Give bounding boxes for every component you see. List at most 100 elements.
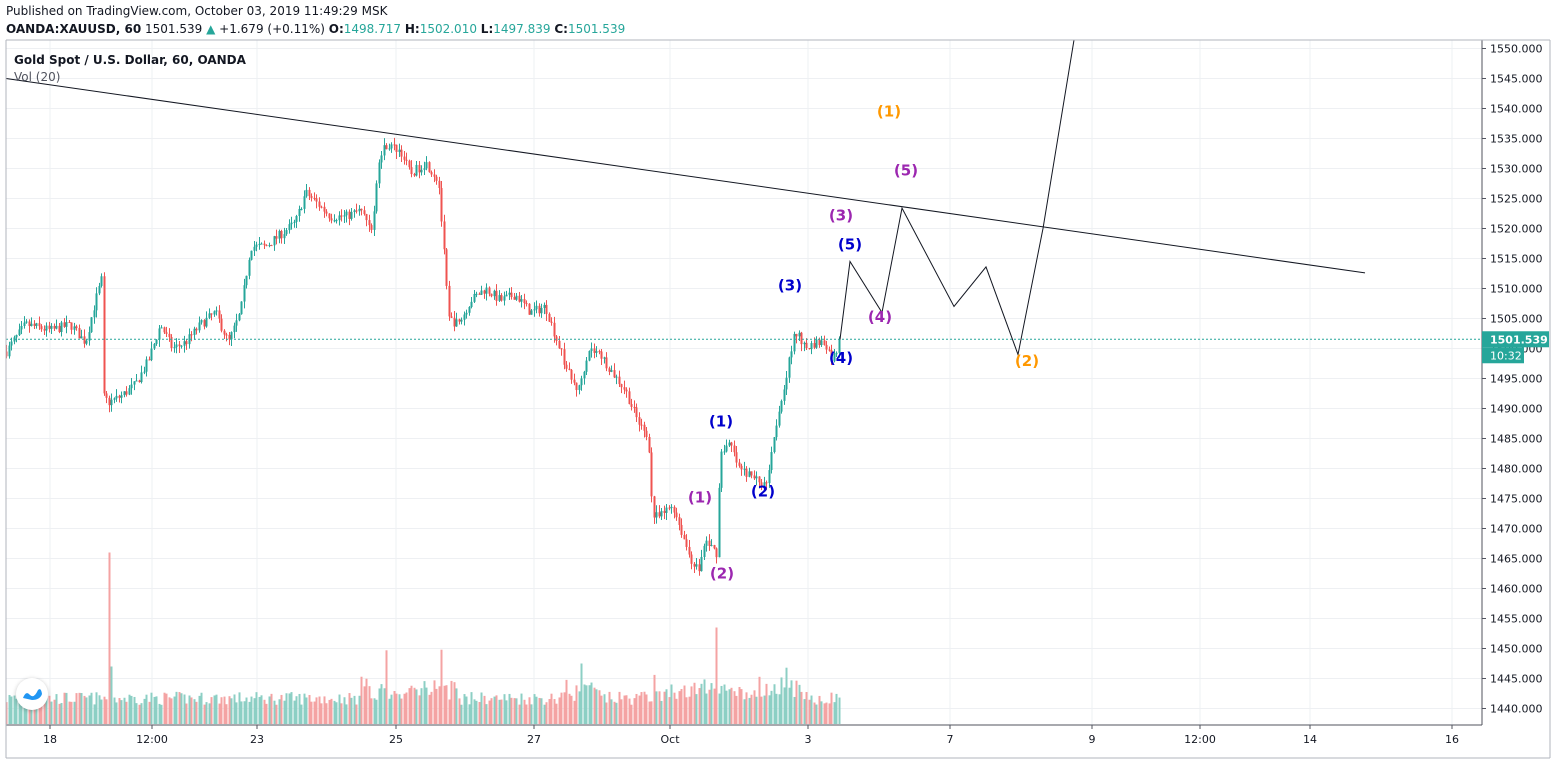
volume-bar: [753, 690, 756, 724]
candle-body: [630, 404, 633, 407]
volume-bar: [693, 682, 696, 724]
x-tick-label: 12:00: [1184, 733, 1216, 746]
candle-body: [400, 149, 403, 157]
candle-body: [510, 292, 513, 298]
volume-bar: [783, 687, 786, 724]
candle-body: [80, 336, 83, 339]
volume-bar: [10, 696, 13, 724]
volume-bar: [698, 688, 701, 724]
wave-label-purple[interactable]: (2): [710, 564, 734, 582]
projection-path[interactable]: [839, 39, 1075, 357]
candle-body: [213, 311, 216, 315]
candle-body: [585, 360, 588, 372]
price-label-box: [1482, 331, 1549, 348]
x-tick-label: 7: [947, 733, 954, 746]
tradingview-logo[interactable]: [16, 678, 48, 710]
volume-bar: [53, 699, 56, 724]
volume-bar: [570, 695, 573, 724]
volume-bar: [60, 702, 63, 724]
volume-bar: [168, 697, 171, 724]
candle-body: [743, 468, 746, 470]
volume-bar: [463, 694, 466, 724]
volume-bar: [373, 698, 376, 724]
volume-bar: [165, 693, 168, 724]
volume-bar: [65, 692, 68, 724]
volume-bar: [185, 703, 188, 724]
x-tick-label: 14: [1303, 733, 1317, 746]
volume-bar: [398, 694, 401, 724]
candle-body: [830, 350, 833, 362]
volume-bar: [145, 694, 148, 724]
candle-body: [190, 334, 193, 336]
candle-body: [413, 174, 416, 176]
volume-bar: [530, 704, 533, 724]
volume-bar: [305, 697, 308, 724]
volume-bar: [435, 688, 438, 724]
volume-bar: [293, 700, 296, 724]
volume-bar: [330, 698, 333, 724]
volume-bar: [423, 681, 426, 724]
candle-body: [120, 395, 123, 398]
wave-label-blue[interactable]: (5): [838, 236, 862, 254]
candle-body: [103, 276, 106, 394]
wave-label-blue[interactable]: (2): [751, 483, 775, 501]
candle-body: [235, 320, 238, 326]
candle-body: [545, 304, 548, 314]
candle-body: [23, 322, 26, 326]
wave-label-orange[interactable]: (1): [877, 102, 901, 120]
volume-bar: [545, 702, 548, 724]
volume-bar: [823, 703, 826, 724]
candle-body: [638, 417, 641, 425]
volume-bar: [33, 702, 36, 724]
wave-label-purple[interactable]: (4): [868, 308, 892, 326]
wave-label-purple[interactable]: (3): [829, 207, 853, 225]
volume-bar: [560, 692, 563, 724]
candle-body: [513, 297, 516, 300]
volume-bar: [535, 696, 538, 724]
volume-bar: [413, 687, 416, 724]
trendline[interactable]: [5, 78, 1366, 274]
volume-bar: [568, 693, 571, 724]
volume-bar: [718, 693, 721, 724]
wave-label-blue[interactable]: (1): [709, 413, 733, 431]
volume-bar: [295, 696, 298, 724]
candle-body: [165, 332, 168, 334]
volume-bar: [108, 552, 111, 724]
wave-label-blue[interactable]: (3): [778, 276, 802, 294]
candle-body: [158, 328, 161, 340]
published-line: Published on TradingView.com, October 03…: [6, 4, 388, 18]
candle-body: [833, 354, 836, 362]
candle-body: [480, 290, 483, 295]
volume-bar: [388, 698, 391, 724]
volume-bar: [595, 689, 598, 724]
wave-label-blue[interactable]: (4): [829, 349, 853, 367]
y-tick-label: 1530.000: [1490, 163, 1543, 176]
volume-bar: [360, 676, 363, 724]
volume-bar: [170, 698, 173, 724]
wave-label-purple[interactable]: (1): [688, 489, 712, 507]
volume-bar: [808, 699, 811, 724]
candle-body: [620, 384, 623, 388]
candle-body: [533, 309, 536, 311]
candle-body: [328, 213, 331, 219]
wave-label-orange[interactable]: (2): [1015, 352, 1039, 370]
candle-body: [423, 168, 426, 170]
candle-body: [98, 285, 101, 294]
candle-body: [28, 321, 31, 327]
volume-bar: [703, 679, 706, 724]
high-value: 1502.010: [419, 22, 477, 36]
candle-body: [203, 320, 206, 327]
volume-bar: [110, 666, 113, 724]
volume-bar: [308, 694, 311, 724]
countdown-box: [1482, 347, 1524, 364]
volume-bar: [208, 703, 211, 724]
volume-bar: [705, 693, 708, 724]
wave-label-purple[interactable]: (5): [894, 162, 918, 180]
volume-bar: [543, 704, 546, 724]
candle-body: [110, 399, 113, 406]
volume-bar: [68, 701, 71, 724]
candle-body: [70, 322, 73, 330]
candle-body: [115, 395, 118, 399]
candle-body: [760, 482, 763, 487]
